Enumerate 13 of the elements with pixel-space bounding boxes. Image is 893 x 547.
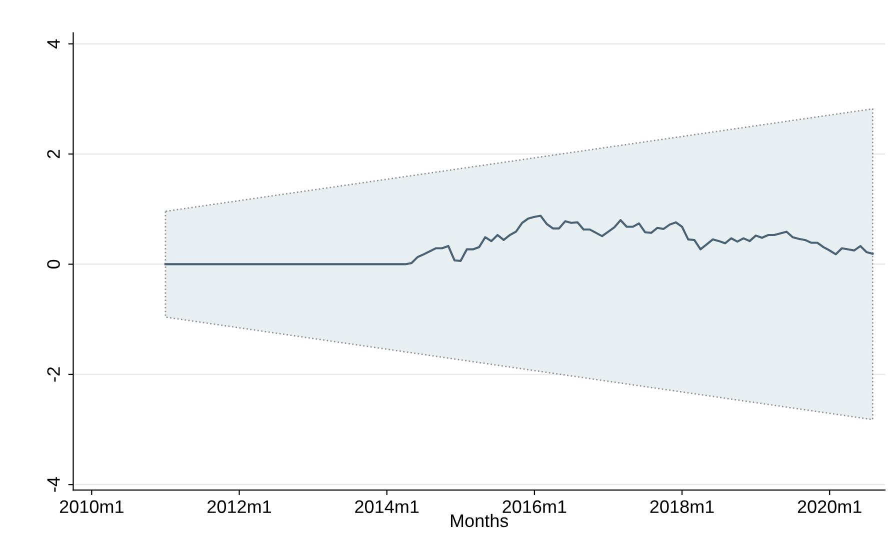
y-tick-label: -2 xyxy=(47,367,60,382)
x-tick-label: 2014m1 xyxy=(355,500,419,514)
x-tick-label: 2010m1 xyxy=(60,500,124,514)
line-series xyxy=(164,214,874,266)
x-tick-label: 2020m1 xyxy=(798,500,862,514)
y-tick-label: 2 xyxy=(47,150,60,158)
y-tick-label: 4 xyxy=(47,39,60,48)
x-tick-label: 2018m1 xyxy=(650,500,714,514)
x-tick-label: 2012m1 xyxy=(208,500,272,514)
x-tick-label: 2016m1 xyxy=(502,500,566,514)
y-tick-label: 0 xyxy=(47,260,60,269)
y-tick-label: -4 xyxy=(47,477,60,492)
x-axis-title: Months xyxy=(450,514,508,528)
